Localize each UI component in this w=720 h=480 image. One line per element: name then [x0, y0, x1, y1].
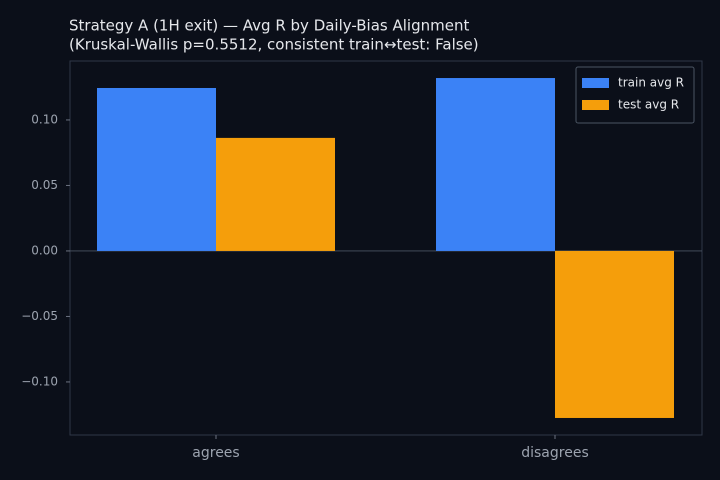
y-tick-label: −0.05 [21, 309, 58, 323]
legend-swatch [582, 100, 609, 110]
chart-title: Strategy A (1H exit) — Avg R by Daily-Bi… [69, 17, 469, 35]
legend-label: test avg R [618, 98, 679, 112]
bar [436, 78, 555, 251]
x-tick-label: agrees [192, 445, 239, 461]
x-tick-label: disagrees [521, 445, 589, 461]
y-tick-label: −0.10 [21, 374, 58, 388]
chart-subtitle: (Kruskal-Wallis p=0.5512, consistent tra… [69, 36, 479, 54]
legend-label: train avg R [618, 76, 684, 90]
bar [555, 250, 674, 418]
bar [97, 87, 216, 251]
plot-frame [69, 60, 703, 436]
bar [216, 137, 335, 251]
y-tick-label: 0.00 [31, 243, 58, 257]
y-tick-label: 0.05 [31, 178, 58, 192]
y-tick-label: 0.10 [31, 112, 58, 126]
legend-swatch [582, 78, 609, 88]
